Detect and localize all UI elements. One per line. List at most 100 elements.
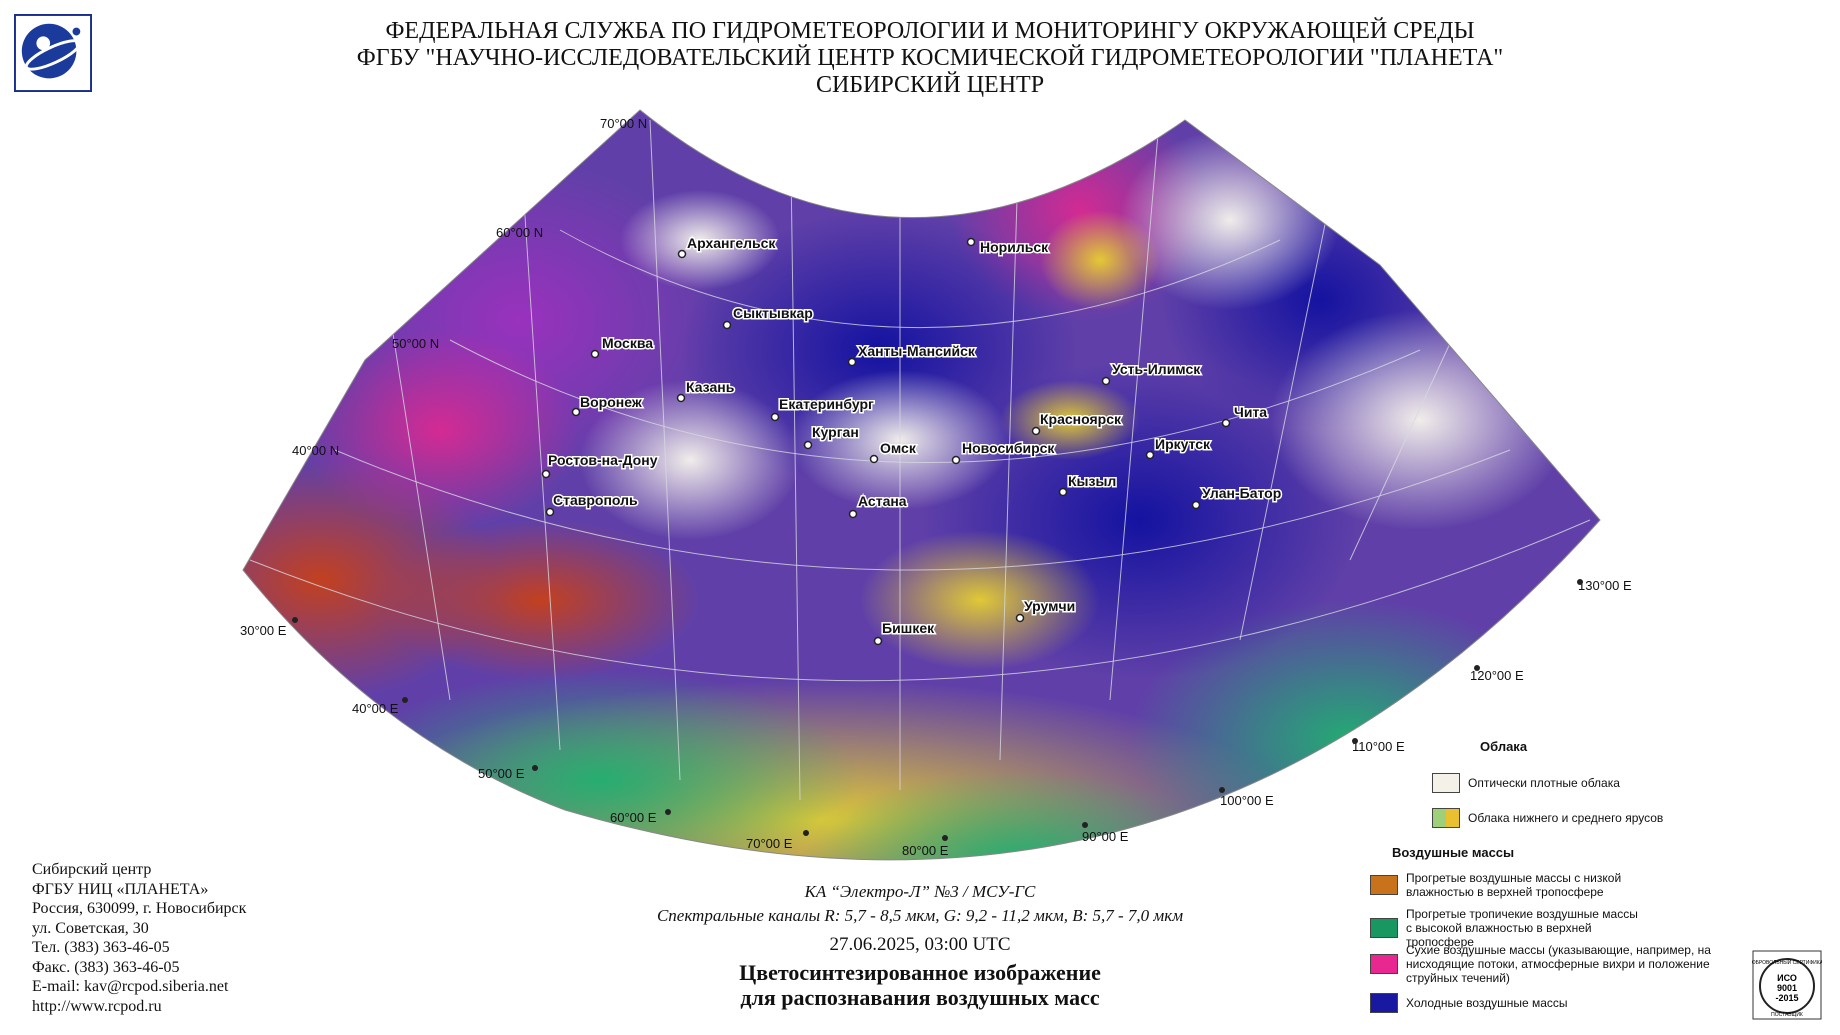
svg-text:-2015: -2015 xyxy=(1775,993,1798,1003)
city-ust-ilimsk: Усть-Илимск xyxy=(1101,360,1203,386)
city-kyzyl: Кызыл xyxy=(1058,472,1118,497)
svg-text:Москва: Москва xyxy=(602,335,653,351)
svg-text:9001: 9001 xyxy=(1777,983,1797,993)
svg-text:Омск: Омск xyxy=(880,440,917,456)
svg-text:ДОБРОВОЛЬНЫЙ СЕРТИФИКАТ: ДОБРОВОЛЬНЫЙ СЕРТИФИКАТ xyxy=(1752,958,1822,966)
info-line: ул. Советская, 30 xyxy=(32,919,149,937)
svg-text:Иркутск: Иркутск xyxy=(1155,436,1211,452)
caption: КА “Электро-Л” №3 / МСУ-ГС Спектральные … xyxy=(560,880,1280,1010)
legend-swatch xyxy=(1370,918,1398,938)
svg-text:Курган: Курган xyxy=(812,424,859,440)
legend-item-warm-dry: Прогретые воздушные массы с низкой влажн… xyxy=(1370,871,1730,899)
legend-swatch xyxy=(1370,954,1398,974)
svg-text:Ханты-Мансийск: Ханты-Мансийск xyxy=(858,343,976,359)
lon-label-90: 90°00 E xyxy=(1082,829,1129,844)
satellite-imagery xyxy=(243,110,1600,860)
header-line-3: СИБИРСКИЙ ЦЕНТР xyxy=(815,72,1045,98)
info-email[interactable]: E-mail: kav@rcpod.siberia.net xyxy=(32,978,229,995)
svg-text:Сыктывкар: Сыктывкар xyxy=(733,305,813,321)
svg-text:Норильск: Норильск xyxy=(980,239,1049,255)
city-kazan: Казань xyxy=(676,378,736,403)
legend-clouds-title: Облака xyxy=(1480,739,1528,754)
caption-title-2: для распознавания воздушных масс xyxy=(740,985,1100,1010)
city-ulan-bator: Улан-Батор xyxy=(1191,484,1283,510)
legend-item-cold: Холодные воздушные массы xyxy=(1370,993,1730,1013)
svg-text:Воронеж: Воронеж xyxy=(580,394,643,410)
spectral-channels: Спектральные каналы R: 5,7 - 8,5 мкм, G:… xyxy=(656,906,1184,925)
svg-text:Чита: Чита xyxy=(1234,404,1267,420)
svg-text:Ростов-на-Дону: Ростов-на-Дону xyxy=(548,452,658,468)
edge-ticks xyxy=(292,579,1583,841)
city-stavropol: Ставрополь xyxy=(545,491,640,517)
svg-text:Екатеринбург: Екатеринбург xyxy=(779,396,874,412)
lat-label-60: 60°00 N xyxy=(496,225,543,240)
svg-text:Бишкек: Бишкек xyxy=(882,620,935,636)
contact-info: Сибирский центр ФГБУ НИЦ «ПЛАНЕТА» Росси… xyxy=(32,860,246,1016)
city-syktyvkar: Сыктывкар xyxy=(722,304,814,330)
svg-text:Красноярск: Красноярск xyxy=(1040,411,1122,427)
svg-text:Ставрополь: Ставрополь xyxy=(553,492,638,508)
city-ekaterinburg: Екатеринбург xyxy=(770,395,876,422)
lat-label-40: 40°00 N xyxy=(292,443,339,458)
info-url[interactable]: http://www.rcpod.ru xyxy=(32,997,162,1015)
city-irkutsk: Иркутск xyxy=(1145,435,1213,460)
satellite-name: КА “Электро-Л” №3 / МСУ-ГС xyxy=(804,882,1036,901)
city-omsk: Омск xyxy=(869,439,918,464)
legend-item-dense-clouds: Оптически плотные облака xyxy=(1432,773,1620,793)
lon-label-50: 50°00 E xyxy=(478,766,525,781)
iso-certificate-badge: ДОБРОВОЛЬНЫЙ СЕРТИФИКАТ ИСО 9001 -2015 П… xyxy=(1752,950,1822,1020)
lon-label-80: 80°00 E xyxy=(902,843,949,858)
header-line-2: ФГБУ "НАУЧНО-ИССЛЕДОВАТЕЛЬСКИЙ ЦЕНТР КОС… xyxy=(356,45,1504,71)
lon-label-60: 60°00 E xyxy=(610,810,657,825)
lon-label-110: 110°00 E xyxy=(1352,739,1405,754)
lon-label-100: 100°00 E xyxy=(1220,793,1274,808)
city-voronezh: Воронеж xyxy=(571,393,644,417)
lon-label-70: 70°00 E xyxy=(746,836,793,851)
legend-item-low-clouds: Облака нижнего и среднего ярусов xyxy=(1432,808,1663,828)
city-rostov-na-donu: Ростов-на-Дону xyxy=(541,451,659,479)
header: ФЕДЕРАЛЬНАЯ СЛУЖБА ПО ГИДРОМЕТЕОРОЛОГИИ … xyxy=(280,18,1580,99)
legend-swatch xyxy=(1432,808,1460,828)
lat-label-70: 70°00 N xyxy=(600,116,647,131)
svg-text:Архангельск: Архангельск xyxy=(687,235,776,251)
lon-label-120: 120°00 E xyxy=(1470,668,1524,683)
city-markers: Архангельск Норильск Сыктывкар Москва Ха… xyxy=(541,234,1283,646)
planeta-logo xyxy=(14,14,92,92)
city-krasnoyarsk: Красноярск xyxy=(1031,410,1123,436)
legend-swatch xyxy=(1370,993,1398,1013)
legend-swatch xyxy=(1370,875,1398,895)
lon-label-40: 40°00 E xyxy=(352,701,399,716)
legend-swatch xyxy=(1432,773,1460,793)
lon-label-130: 130°00 E xyxy=(1578,578,1632,593)
city-norilsk: Норильск xyxy=(966,238,1051,257)
legend-item-tropical-moist: Прогретые тропичекие воздушные массы с в… xyxy=(1370,907,1730,949)
svg-text:Кызыл: Кызыл xyxy=(1068,473,1116,489)
grid-labels: 70°00 N 60°00 N 50°00 N 40°00 N 30°00 E … xyxy=(240,116,1632,858)
lon-label-30: 30°00 E xyxy=(240,623,287,638)
svg-text:Казань: Казань xyxy=(686,379,735,395)
city-astana: Астана xyxy=(848,492,908,519)
legend-item-dry-descending: Сухие воздушные массы (указывающие, напр… xyxy=(1370,943,1730,985)
city-khanty-mansiysk: Ханты-Мансийск xyxy=(847,342,977,367)
info-line: Россия, 630099, г. Новосибирск xyxy=(32,900,247,917)
city-chita: Чита xyxy=(1221,403,1269,428)
info-line: Факс. (383) 363-46-05 xyxy=(32,958,180,976)
caption-title-1: Цветосинтезированное изображение xyxy=(739,960,1101,985)
svg-text:Усть-Илимск: Усть-Илимск xyxy=(1112,361,1201,377)
svg-text:Урумчи: Урумчи xyxy=(1024,598,1075,614)
svg-text:Астана: Астана xyxy=(858,493,907,509)
info-line: Тел. (383) 363-46-05 xyxy=(32,939,170,956)
svg-text:Новосибирск: Новосибирск xyxy=(962,440,1055,456)
city-novosibirsk: Новосибирск xyxy=(951,439,1057,465)
svg-text:Улан-Батор: Улан-Батор xyxy=(1202,485,1281,501)
image-datetime: 27.06.2025, 03:00 UTC xyxy=(829,934,1011,955)
city-bishkek: Бишкек xyxy=(873,619,937,646)
legend-airmass-title: Воздушные массы xyxy=(1392,845,1515,860)
svg-text:ПОСТАВЩИК: ПОСТАВЩИК xyxy=(1771,1012,1803,1018)
header-line-1: ФЕДЕРАЛЬНАЯ СЛУЖБА ПО ГИДРОМЕТЕОРОЛОГИИ … xyxy=(385,18,1475,44)
lat-label-50: 50°00 N xyxy=(392,336,439,351)
info-line: ФГБУ НИЦ «ПЛАНЕТА» xyxy=(32,880,209,898)
city-arkhangelsk: Архангельск xyxy=(677,234,778,259)
svg-text:ИСО: ИСО xyxy=(1777,973,1797,983)
city-kurgan: Курган xyxy=(803,423,860,450)
